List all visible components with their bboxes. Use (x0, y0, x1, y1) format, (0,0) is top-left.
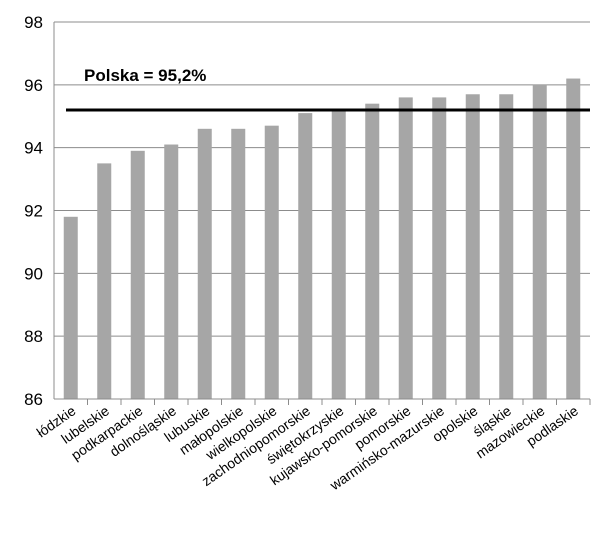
y-tick-label: 94 (24, 139, 43, 158)
bar (97, 163, 112, 399)
x-tick-labels: łódzkielubelskiepodkarpackiedolnośląskie… (34, 402, 582, 493)
y-tick-labels: 86 88 90 92 94 96 98 (24, 13, 43, 409)
bar (164, 144, 179, 399)
y-tick-label: 88 (24, 327, 43, 346)
bar (231, 128, 246, 400)
bar (499, 94, 514, 399)
y-tick-label: 96 (24, 76, 43, 95)
y-tick-label: 90 (24, 264, 43, 283)
bar (331, 109, 346, 399)
y-tick-label: 98 (24, 13, 43, 32)
bar (197, 128, 212, 400)
bar (432, 97, 447, 400)
axes (53, 22, 591, 405)
bar (566, 78, 581, 400)
bar (130, 150, 145, 399)
bar (365, 103, 380, 399)
bar (398, 97, 413, 400)
bar (532, 84, 547, 399)
reference-line-group: Polska = 95,2% (66, 66, 590, 112)
bar (63, 216, 78, 399)
y-tick-label: 86 (24, 390, 43, 409)
reference-label: Polska = 95,2% (84, 66, 206, 85)
y-tick-label: 92 (24, 202, 43, 221)
bar (465, 94, 480, 399)
bar (264, 125, 279, 400)
bar (298, 113, 313, 399)
bars (63, 78, 581, 400)
